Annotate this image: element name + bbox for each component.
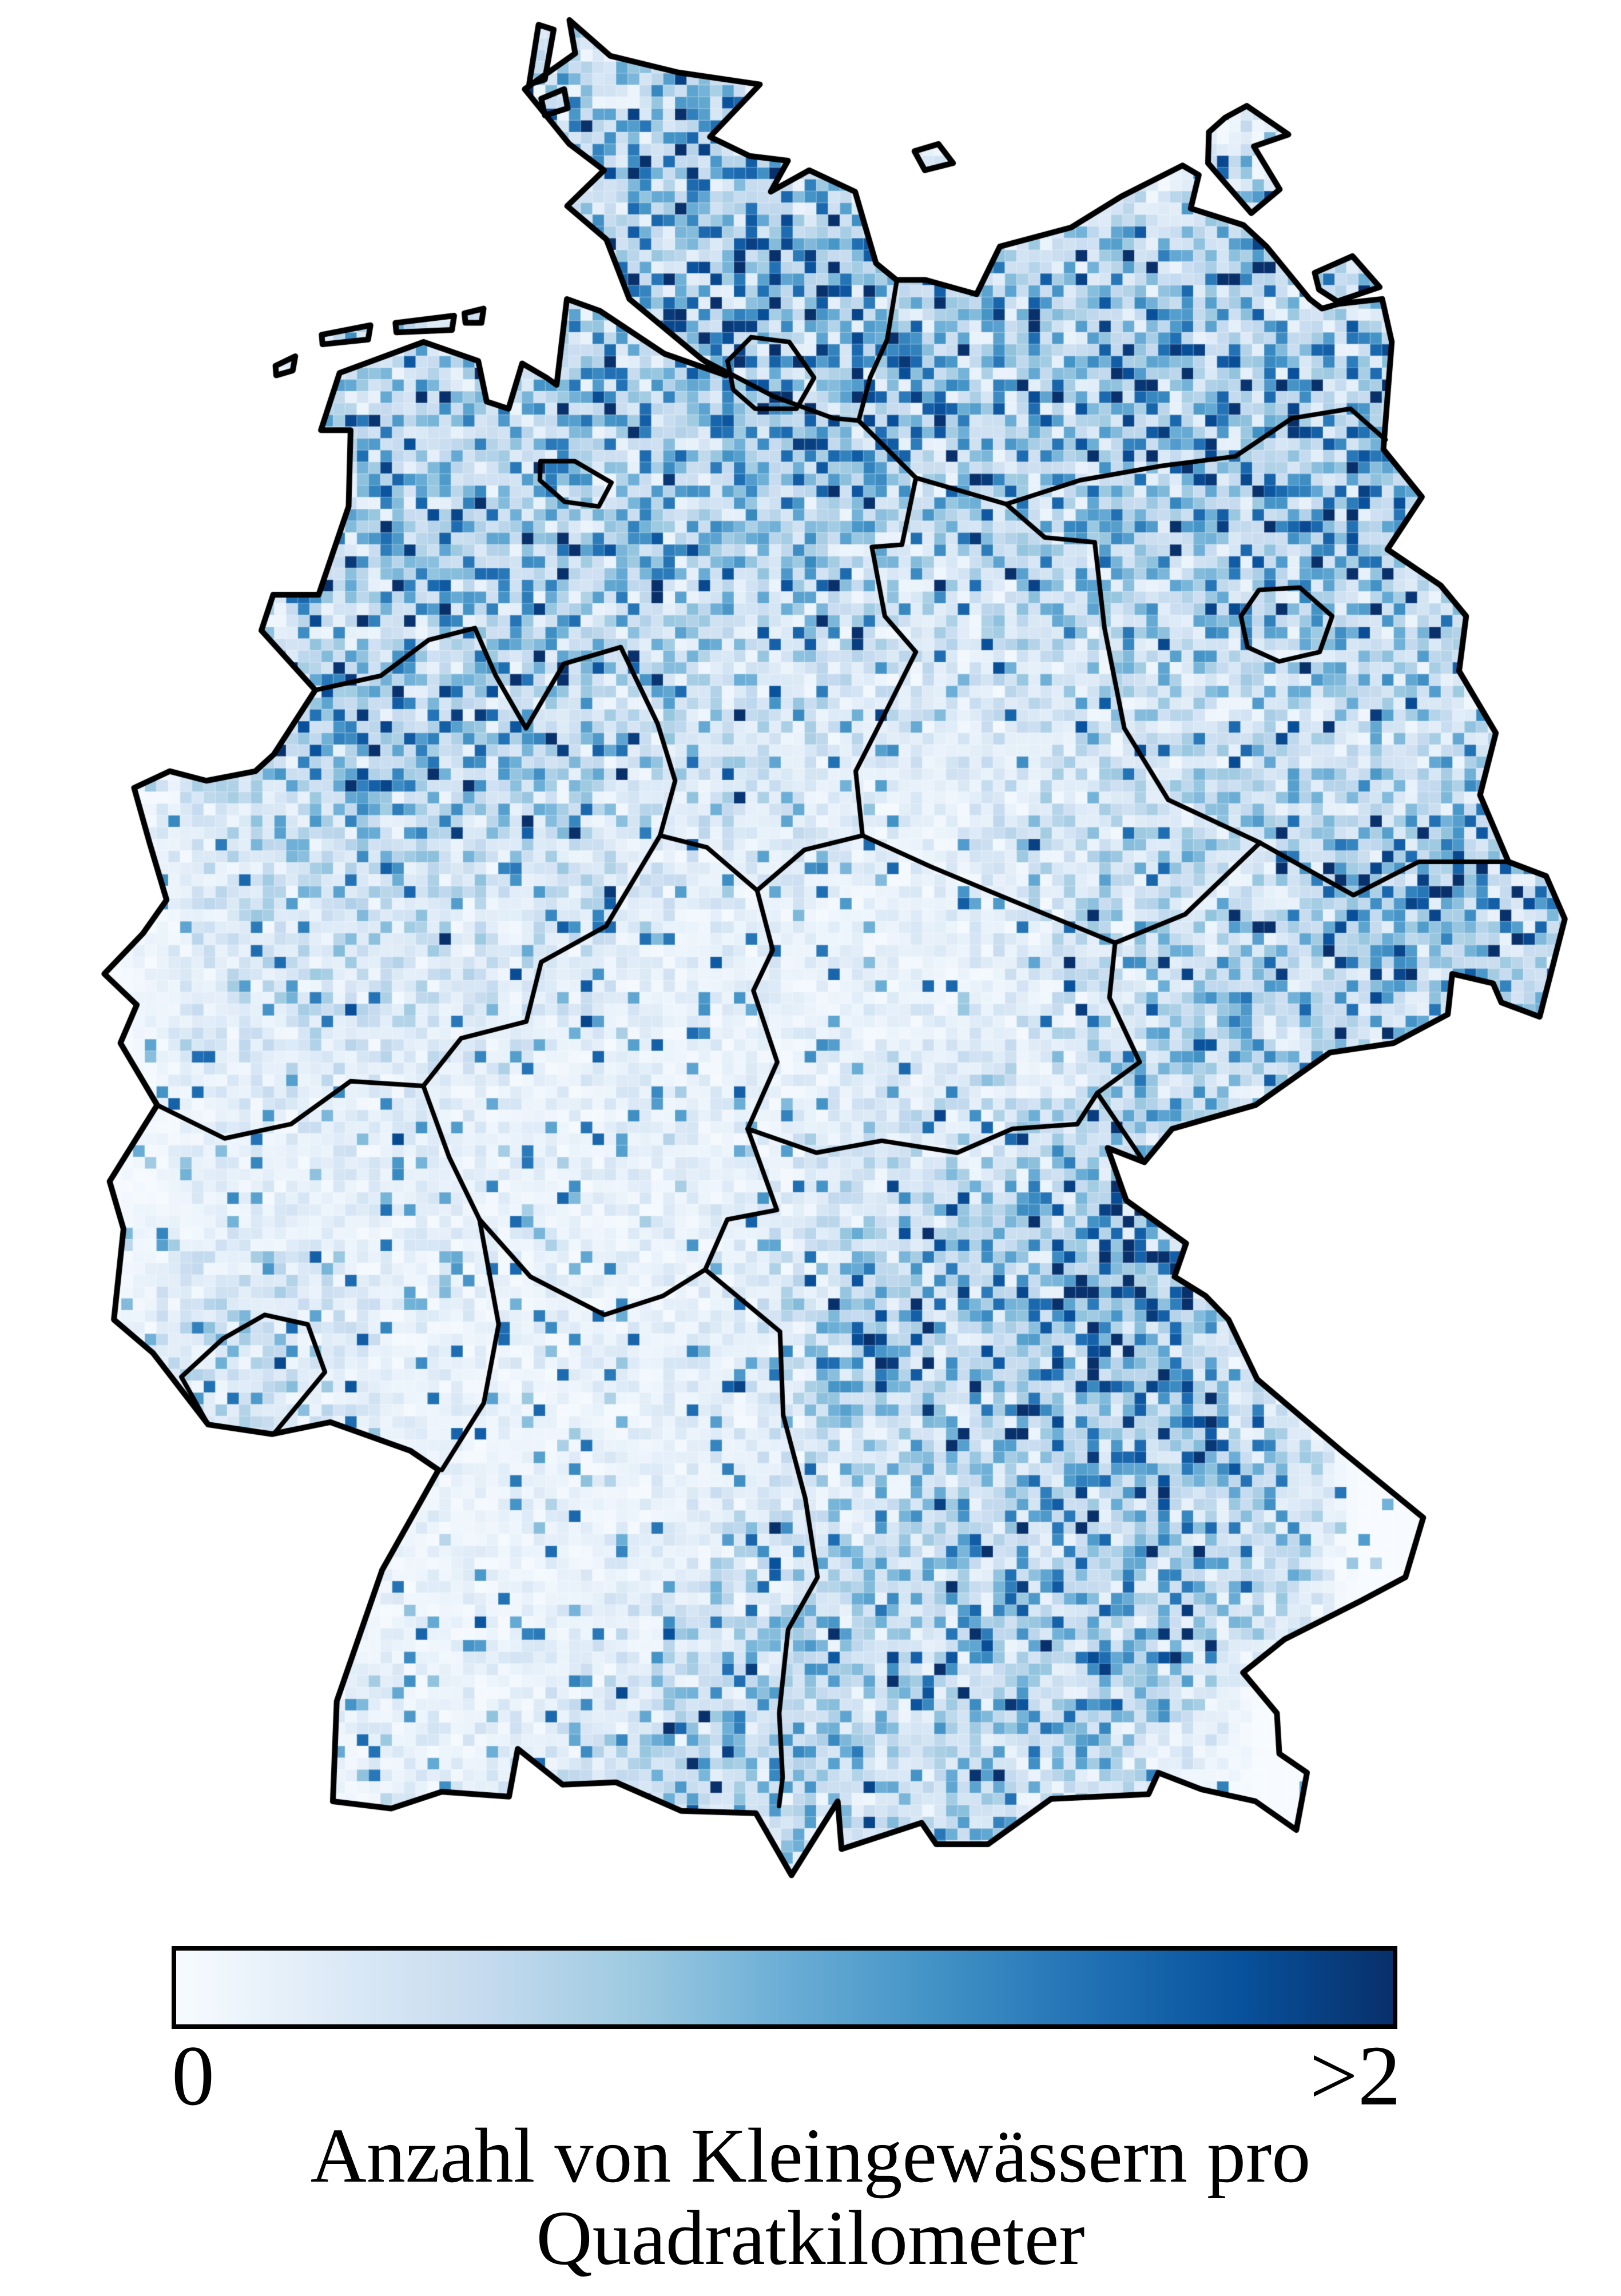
colorbar-max-label: >2 [1309, 2028, 1401, 2123]
colorbar-gradient [176, 1951, 1393, 2024]
colorbar [172, 1946, 1397, 2029]
colorbar-min-label: 0 [172, 2028, 214, 2123]
caption-line-1: Anzahl von Kleingewässern pro [310, 2113, 1311, 2199]
germany-heatmap-canvas [0, 0, 1621, 1910]
caption-line-2: Quadratkilometer [536, 2195, 1085, 2282]
caption: Anzahl von Kleingewässern pro Quadratkil… [0, 2115, 1621, 2279]
